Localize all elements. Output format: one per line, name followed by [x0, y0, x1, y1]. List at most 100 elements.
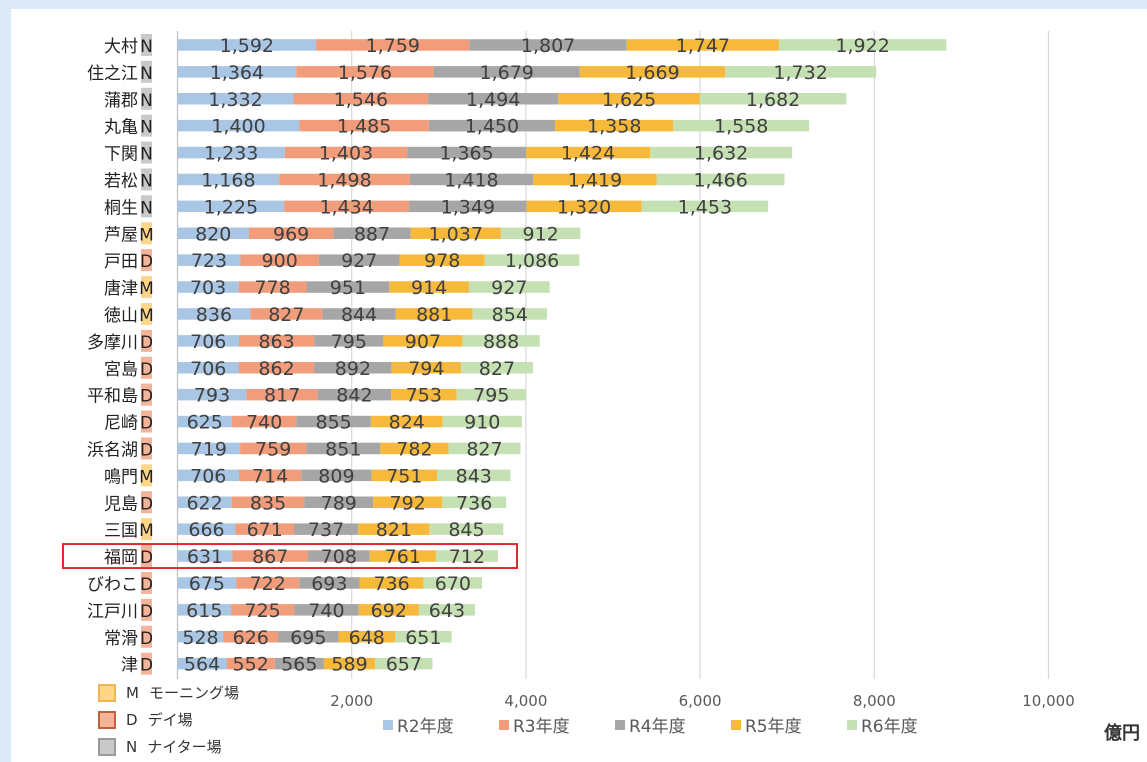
venue-type-marker [141, 141, 152, 164]
venue-type-letter: D [140, 548, 153, 568]
data-label: 1,233 [204, 143, 258, 165]
venue-type-marker [141, 383, 152, 406]
data-label: 836 [196, 304, 232, 326]
category-label: 蒲郡 [104, 91, 138, 111]
category-label: 浜名湖 [87, 440, 138, 460]
venue-type-letter: M [139, 467, 154, 487]
data-label: 589 [331, 654, 367, 676]
x-tick-label: 8,000 [853, 692, 896, 710]
bar-segment [409, 173, 534, 186]
bar-segment [293, 523, 359, 535]
bar-segment [177, 442, 241, 455]
legend-type-label: モーニング場 [148, 684, 239, 702]
x-tick-label: 10,000 [1022, 692, 1075, 710]
bar-segment [699, 93, 847, 105]
bar-segment [293, 93, 429, 105]
data-label: 910 [464, 412, 500, 434]
series-legend-label: R3年度 [513, 717, 570, 737]
bar-segment [460, 362, 533, 374]
venue-type-marker [141, 545, 152, 568]
data-label: 1,747 [676, 35, 730, 57]
bar-segment [626, 39, 779, 51]
data-label: 855 [315, 412, 351, 434]
bar-segment [448, 442, 521, 455]
bar-segment [316, 39, 470, 51]
series-legend-label: R2年度 [397, 717, 454, 737]
data-label: 827 [466, 438, 502, 460]
category-label: 下関 [104, 145, 138, 165]
data-label: 703 [190, 277, 226, 299]
data-label: 751 [386, 465, 422, 487]
data-label: 1,450 [465, 116, 519, 138]
bar-segment [177, 308, 251, 320]
bar-segment [223, 631, 279, 643]
data-label: 725 [245, 600, 281, 622]
category-label: 若松 [104, 171, 138, 191]
legend-type-day: D デイ場 [98, 709, 193, 730]
data-label: 1,434 [319, 196, 373, 218]
data-label: 714 [252, 465, 288, 487]
data-label: 1,679 [479, 62, 533, 84]
bar-segment [484, 254, 580, 266]
bar-segment [177, 550, 233, 562]
data-label: 845 [448, 519, 484, 541]
bar-segment [358, 604, 419, 616]
bar-segment [177, 469, 239, 482]
data-label: 1,466 [693, 169, 747, 191]
data-label: 565 [281, 654, 317, 676]
legend-type-key: D [126, 710, 138, 729]
venue-type-letter: M [139, 306, 154, 326]
series-legend-label: R4年度 [629, 717, 686, 737]
bar-segment [462, 335, 540, 347]
bar-segment [314, 362, 392, 374]
data-label: 887 [354, 223, 390, 245]
data-label: 817 [264, 385, 300, 407]
data-label: 927 [491, 277, 527, 299]
data-label: 706 [190, 465, 226, 487]
bar-segment [177, 146, 285, 159]
bar-segment [177, 93, 294, 105]
bar-segment [238, 281, 307, 293]
bar-segment [177, 362, 239, 374]
data-label: 1,358 [587, 116, 641, 138]
bar-segment [177, 496, 232, 508]
venue-type-marker [141, 302, 152, 325]
bar-segment [177, 415, 232, 428]
bar-segment [177, 119, 300, 132]
bar-segment [177, 335, 239, 347]
data-label: 844 [341, 304, 377, 326]
data-label: 1,418 [444, 169, 498, 191]
bar-segment [373, 496, 443, 508]
bar-segment [389, 281, 469, 293]
venue-type-letter: D [140, 575, 153, 595]
bar-segment [317, 388, 392, 401]
data-label: 622 [186, 492, 222, 514]
category-label: 戸田 [104, 252, 138, 272]
venue-type-marker [141, 598, 152, 621]
bar-segment [500, 227, 581, 239]
category-label: 宮島 [104, 360, 138, 380]
bar-segment [391, 362, 461, 374]
bar-segment [299, 577, 360, 589]
category-label: 多摩川 [87, 333, 138, 353]
bar-segment [370, 415, 443, 428]
bar-segment [409, 200, 527, 213]
bar-segment [333, 227, 411, 239]
bar-segment [558, 93, 700, 105]
bar-segment [177, 227, 249, 239]
data-label: 827 [268, 304, 304, 326]
data-label: 912 [522, 223, 558, 245]
venue-type-letter: D [140, 252, 153, 272]
bar-segment [778, 39, 947, 51]
venue-type-letter: N [140, 198, 153, 218]
data-label: 719 [191, 438, 227, 460]
data-label: 657 [386, 654, 422, 676]
data-label: 1,625 [602, 89, 656, 111]
category-label: 住之江 [87, 64, 138, 84]
data-label: 740 [246, 412, 282, 434]
bar-segment [246, 388, 318, 401]
bar-segment [314, 335, 384, 347]
bar-segment [369, 550, 436, 562]
bar-segment [428, 119, 556, 132]
data-label: 863 [258, 331, 294, 353]
